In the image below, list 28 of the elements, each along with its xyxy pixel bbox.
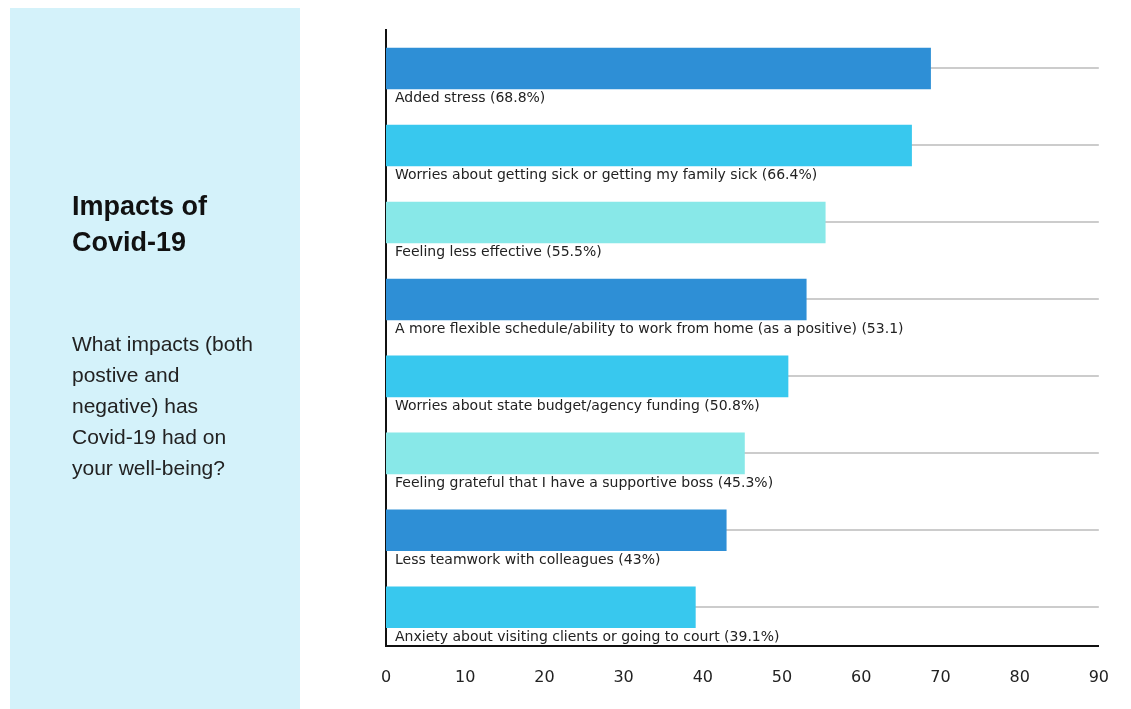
x-tick-label: 10	[455, 666, 476, 686]
bar	[386, 509, 727, 552]
bar	[386, 124, 912, 167]
x-tick-label: 70	[930, 666, 951, 686]
bar	[386, 432, 745, 475]
y-tick-label: Feeling grateful that I have a supportive boss (45.3%)	[395, 473, 774, 490]
x-tick-label: 90	[1088, 666, 1109, 686]
bar	[386, 586, 696, 629]
y-tick-label: Added stress (68.8%)	[395, 88, 546, 105]
bar	[386, 47, 931, 90]
text: Impacts of Covid-19	[72, 190, 209, 259]
x-tick-label: 50	[771, 666, 793, 686]
y-tick-label: Anxiety about visiting clients or going to court (39.1%)	[395, 627, 780, 644]
bar	[386, 278, 807, 321]
x-tick-label: 40	[692, 666, 713, 686]
y-tick-label: Less teamwork with colleagues (43%)	[395, 550, 661, 567]
y-tick-label: Worries about getting sick or getting my family sick (66.4%)	[395, 165, 818, 182]
text: What impacts (both postive and negative) has Covid-19 had on your well-being?	[72, 331, 254, 481]
y-tick-label: A more flexible schedule/ability to work from home (as a positive) (53.1)	[395, 319, 904, 336]
x-tick-label: 0	[380, 666, 392, 686]
x-tick-label: 80	[1009, 666, 1030, 686]
x-tick-label: 60	[851, 666, 872, 686]
x-tick-label: 20	[534, 666, 555, 686]
y-tick-label: Worries about state budget/agency funding (50.8%)	[395, 396, 760, 413]
bar	[386, 355, 789, 398]
y-tick-label: Feeling less effective (55.5%)	[395, 242, 602, 259]
x-tick-label: 30	[613, 666, 634, 686]
bar	[386, 201, 826, 244]
